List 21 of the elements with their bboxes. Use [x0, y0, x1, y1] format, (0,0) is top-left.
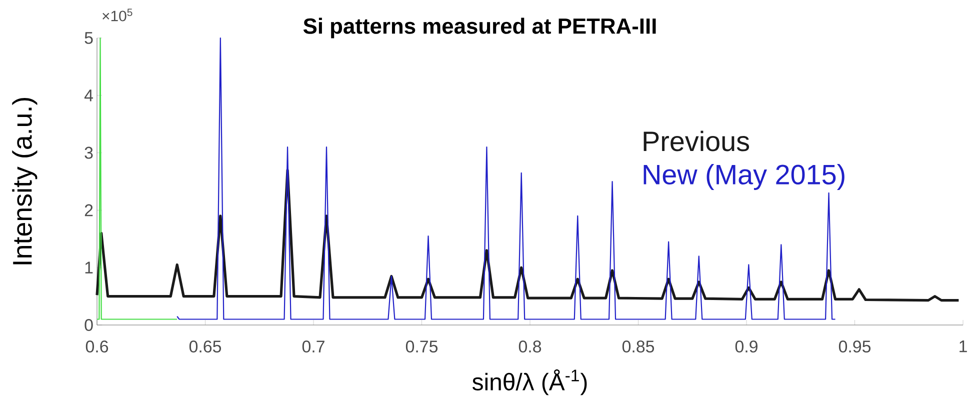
- y-tick-label: 0: [84, 319, 93, 331]
- x-tick-label: 0.8: [518, 340, 542, 353]
- text: ×10$^{5}$: [102, 8, 132, 22]
- x-axis-title: sinθ/λ (Å$^{-1}$): [472, 369, 587, 396]
- x-tick-label: 0.9: [735, 340, 758, 353]
- y-tick-label: 5: [84, 32, 93, 44]
- x-tick-label: 0.75: [406, 340, 438, 353]
- y-tick-label: 4: [84, 90, 93, 102]
- x-tick-label: 0.7: [302, 340, 324, 353]
- x-tick-label: 0.95: [838, 340, 871, 353]
- text: Previous: [644, 130, 750, 152]
- y-tick-label: 2: [84, 204, 93, 216]
- x-tick-label: 0.85: [622, 340, 654, 353]
- y-tick-label: 1: [85, 262, 93, 274]
- x-tick-label: 0.65: [189, 340, 222, 353]
- y-axis-title: Intensity (a.u.): [12, 98, 38, 264]
- x-tick-label: 1: [960, 340, 967, 352]
- chart-title: Si patterns measured at PETRA-III: [303, 18, 656, 38]
- x-tick-label: 0.6: [86, 340, 108, 353]
- series-label: New (May 2015): [644, 164, 844, 190]
- y-tick-label: 3: [84, 146, 93, 159]
